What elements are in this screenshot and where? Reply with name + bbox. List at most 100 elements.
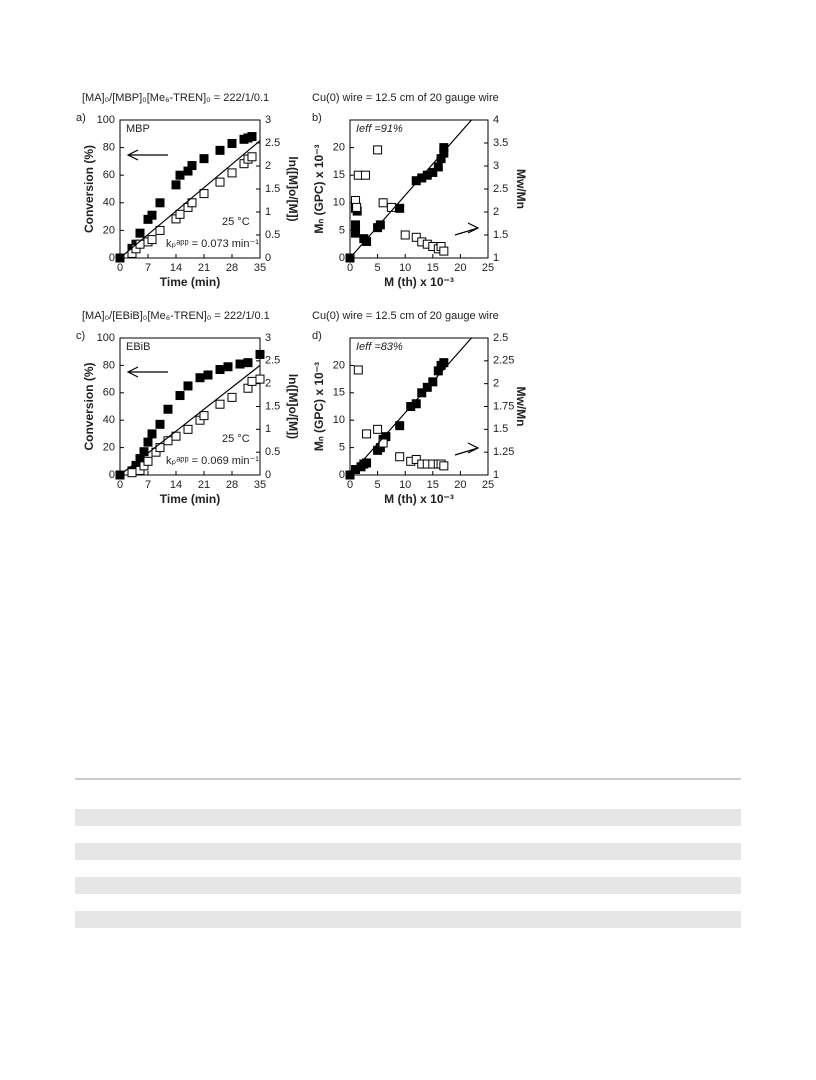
annotation: 25 °C (222, 216, 250, 228)
y-axis-title: Conversion (%) (82, 362, 96, 450)
open-marker (127, 468, 137, 478)
filled-marker (362, 458, 372, 468)
x-tick-label: 0 (347, 262, 353, 274)
y-tick-label: 80 (103, 142, 115, 154)
annotation: EBiB (126, 341, 150, 353)
y2-tick-label: 2.5 (493, 332, 508, 344)
y2-tick-label: 2 (493, 378, 499, 390)
open-marker (155, 443, 165, 453)
x-tick-label: 10 (399, 262, 411, 274)
x-tick-label: 28 (226, 262, 238, 274)
y2-tick-label: 0 (265, 469, 271, 481)
y2-tick-label: 2 (493, 206, 499, 218)
y2-tick-label: 1.5 (493, 229, 508, 241)
y2-tick-label: 2.5 (265, 355, 280, 367)
y-tick-label: 40 (103, 414, 115, 426)
y2-tick-label: 2.25 (493, 355, 514, 367)
open-marker (247, 152, 257, 162)
filled-marker (171, 180, 181, 190)
y2-tick-label: 1.5 (265, 400, 280, 412)
open-marker (183, 424, 193, 434)
annotation: Ieff =83% (356, 341, 403, 353)
filled-marker (417, 388, 427, 398)
y-axis-title: Mₙ (GPC) x 10⁻³ (312, 144, 326, 233)
y2-axis-title: Mw/Mn (514, 387, 528, 427)
filled-marker (375, 220, 385, 230)
filled-marker (183, 381, 193, 391)
fit-line (119, 364, 261, 476)
y2-tick-label: 3 (265, 114, 271, 126)
filled-marker (155, 419, 165, 429)
filled-marker (147, 429, 157, 439)
open-marker (143, 456, 153, 466)
y2-tick-label: 1 (265, 206, 271, 218)
arrow (126, 149, 168, 161)
x-tick-label: 5 (375, 479, 381, 491)
y2-tick-label: 3.5 (493, 137, 508, 149)
y-tick-label: 60 (103, 169, 115, 181)
open-marker (360, 170, 370, 180)
open-marker (373, 145, 383, 155)
y-tick-label: 20 (333, 142, 345, 154)
x-tick-label: 15 (427, 262, 439, 274)
y2-tick-label: 1.25 (493, 446, 514, 458)
y-tick-label: 100 (97, 114, 115, 126)
filled-marker (175, 391, 185, 401)
y-tick-label: 40 (103, 197, 115, 209)
x-tick-label: 28 (226, 479, 238, 491)
y2-tick-label: 1 (493, 469, 499, 481)
open-marker (187, 198, 197, 208)
table-row (75, 809, 741, 826)
x-tick-label: 35 (254, 479, 266, 491)
y-axis-title: Mₙ (GPC) x 10⁻³ (312, 362, 326, 451)
y-tick-label: 0 (339, 252, 345, 264)
y2-tick-label: 2 (265, 378, 271, 390)
y2-tick-label: 0 (265, 252, 271, 264)
open-marker (199, 189, 209, 199)
open-marker (353, 365, 363, 375)
filled-marker (395, 421, 405, 431)
y2-tick-label: 4 (493, 114, 499, 126)
open-marker (215, 177, 225, 187)
annotation: MBP (126, 123, 150, 135)
open-marker (155, 225, 165, 235)
x-tick-label: 20 (454, 262, 466, 274)
annotation: Ieff =91% (356, 123, 403, 135)
open-marker (352, 202, 362, 212)
open-marker (411, 232, 421, 242)
x-tick-label: 20 (454, 479, 466, 491)
filled-marker (143, 437, 153, 447)
y-tick-label: 20 (103, 224, 115, 236)
open-marker (199, 411, 209, 421)
header: [MA]₀/[MBP]₀[Me₆-TREN]₀ = 222/1/0.1 (82, 92, 269, 104)
open-marker (411, 454, 421, 464)
x-axis-title: Time (min) (160, 275, 220, 289)
y2-tick-label: 2 (265, 160, 271, 172)
y-tick-label: 60 (103, 387, 115, 399)
y2-axis-title: ln([M]o/[M]) (286, 374, 300, 439)
filled-marker (351, 228, 361, 238)
y2-tick-label: 3 (265, 332, 271, 344)
y2-tick-label: 1 (493, 252, 499, 264)
filled-marker (195, 373, 205, 383)
open-marker (227, 168, 237, 178)
x-tick-label: 0 (117, 479, 123, 491)
x-tick-label: 25 (482, 479, 494, 491)
y2-tick-label: 2.5 (493, 183, 508, 195)
open-marker (439, 461, 449, 471)
arrow (454, 442, 480, 456)
table-row (75, 877, 741, 894)
annotation: kₚᵃᵖᵖ = 0.069 min⁻¹ (166, 455, 259, 467)
y-tick-label: 15 (333, 169, 345, 181)
x-tick-label: 7 (145, 479, 151, 491)
filled-marker (187, 161, 197, 171)
filled-marker (203, 370, 213, 380)
filled-marker (433, 162, 443, 172)
x-tick-label: 14 (170, 479, 182, 491)
y2-tick-label: 1.5 (493, 423, 508, 435)
filled-marker (428, 167, 438, 177)
filled-marker (135, 228, 145, 238)
x-tick-label: 21 (198, 479, 210, 491)
